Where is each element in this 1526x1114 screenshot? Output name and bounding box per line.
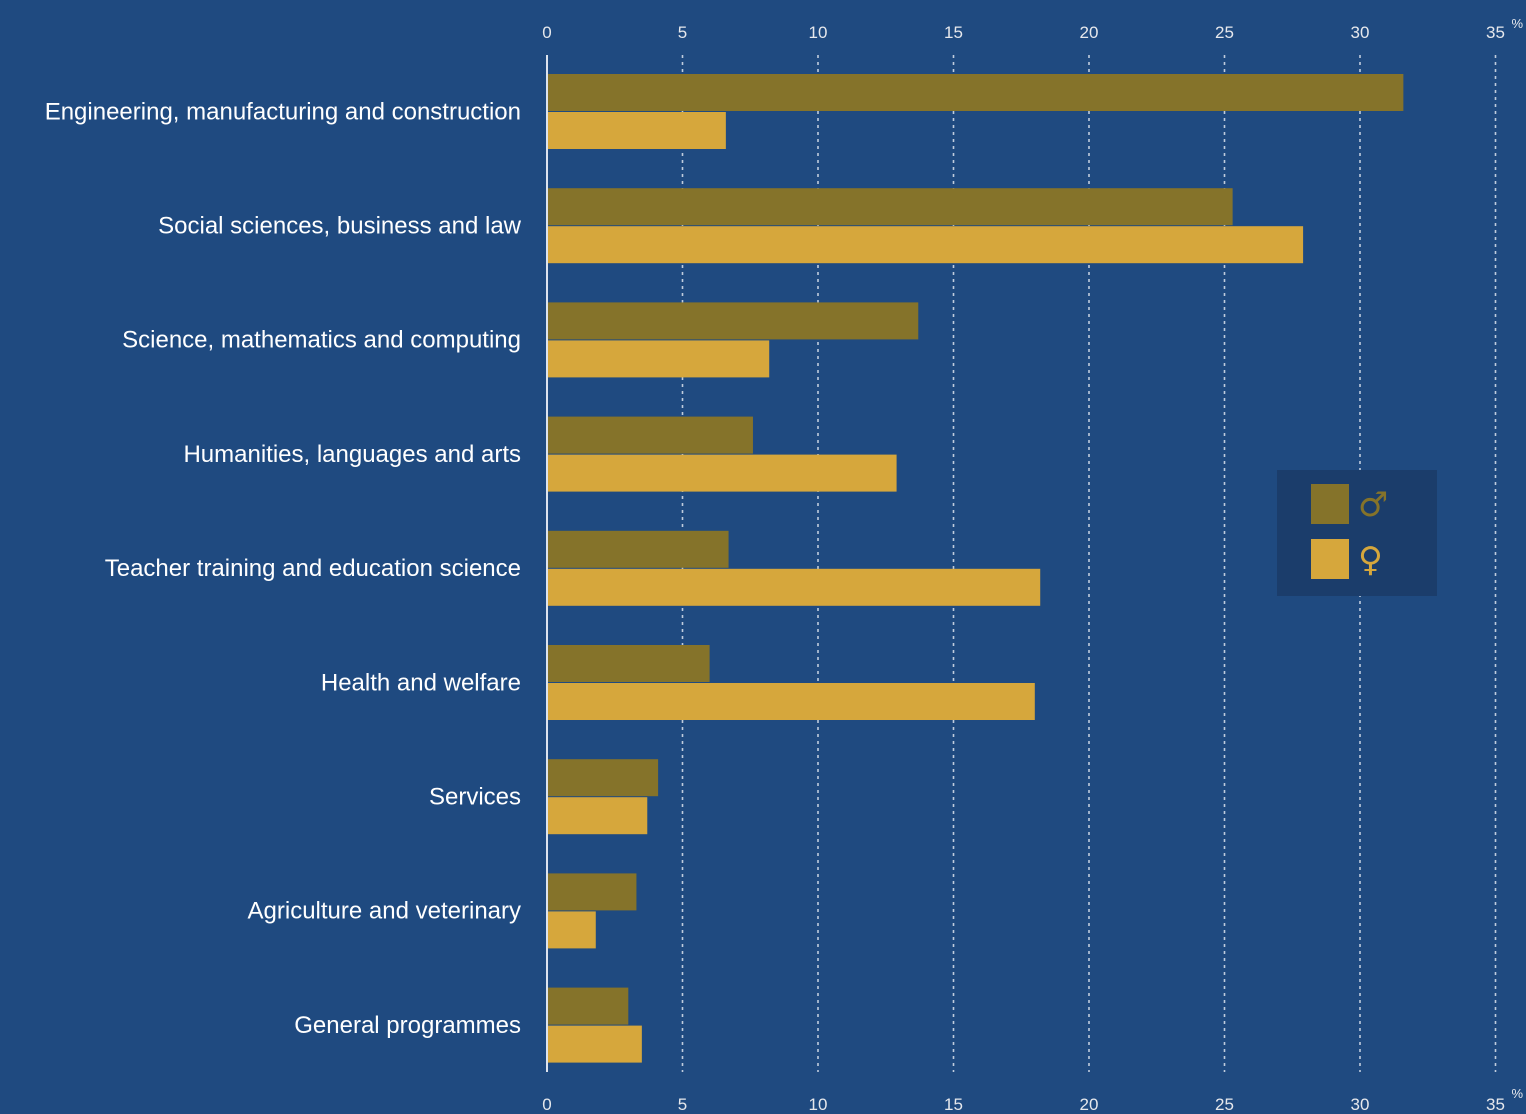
x-tick-top-35: 35: [1486, 23, 1505, 42]
x-tick-top-10: 10: [809, 23, 828, 42]
x-tick-bottom-20: 20: [1080, 1095, 1099, 1114]
bar-male-0: [547, 74, 1404, 111]
category-label-8: General programmes: [294, 1012, 521, 1039]
bar-female-4: [547, 568, 1041, 606]
category-label-7: Agriculture and veterinary: [248, 898, 521, 925]
bar-male-1: [547, 188, 1233, 226]
x-tick-top-20: 20: [1080, 23, 1099, 42]
bar-male-8: [547, 987, 629, 1025]
x-tick-bottom-10: 10: [809, 1095, 828, 1114]
x-tick-bottom-35: 35: [1486, 1095, 1505, 1114]
bar-female-7: [547, 911, 596, 949]
unit-label-top: %: [1512, 16, 1524, 31]
x-tick-top-5: 5: [678, 23, 687, 42]
x-tick-bottom-30: 30: [1351, 1095, 1370, 1114]
bar-male-2: [547, 302, 919, 340]
x-tick-bottom-15: 15: [944, 1095, 963, 1114]
bar-male-6: [547, 759, 659, 797]
category-label-0: Engineering, manufacturing and construct…: [45, 98, 521, 125]
bar-female-0: [547, 112, 726, 149]
bar-female-8: [547, 1025, 642, 1063]
legend-swatch-female: [1311, 539, 1349, 579]
x-tick-bottom-0: 0: [542, 1095, 551, 1114]
legend-female-symbol-icon: ♀: [1358, 540, 1383, 580]
x-tick-top-0: 0: [542, 23, 551, 42]
x-tick-top-30: 30: [1351, 23, 1370, 42]
bar-male-3: [547, 416, 753, 454]
bar-male-4: [547, 530, 729, 568]
bar-female-6: [547, 797, 648, 835]
bar-male-7: [547, 873, 637, 911]
category-label-3: Humanities, languages and arts: [183, 441, 521, 468]
bar-female-1: [547, 226, 1304, 264]
category-label-2: Science, mathematics and computing: [122, 327, 521, 354]
category-label-5: Health and welfare: [321, 669, 521, 696]
bar-male-5: [547, 645, 710, 682]
category-label-4: Teacher training and education science: [105, 555, 521, 582]
legend-male-symbol-icon: ♂: [1358, 485, 1388, 525]
unit-label-bottom: %: [1512, 1086, 1524, 1101]
legend-swatch-male: [1311, 484, 1349, 524]
legend-box: [1277, 470, 1437, 596]
bar-female-5: [547, 683, 1035, 720]
x-tick-top-15: 15: [944, 23, 963, 42]
bar-female-2: [547, 340, 770, 378]
x-tick-bottom-25: 25: [1215, 1095, 1234, 1114]
x-tick-bottom-5: 5: [678, 1095, 687, 1114]
category-label-1: Social sciences, business and law: [158, 213, 522, 240]
bar-female-3: [547, 454, 897, 492]
category-label-6: Services: [429, 784, 521, 811]
x-tick-top-25: 25: [1215, 23, 1234, 42]
